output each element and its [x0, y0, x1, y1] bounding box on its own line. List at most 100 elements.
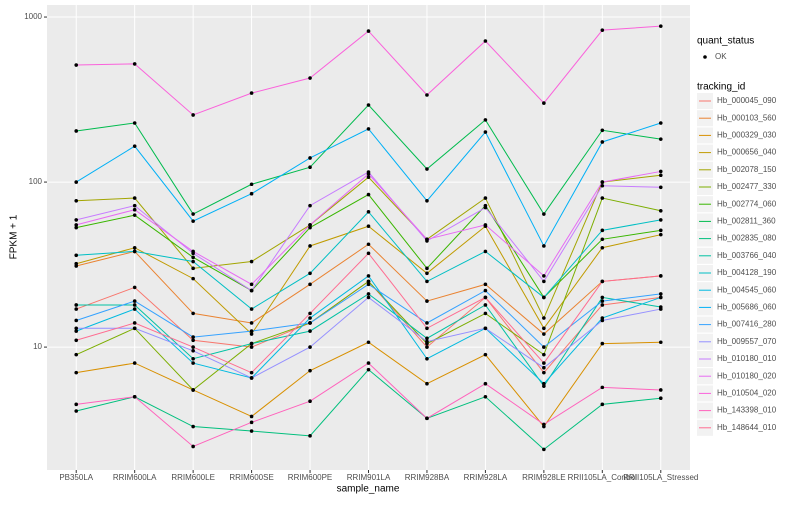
- legend-label: Hb_004545_060: [717, 285, 777, 294]
- point: [308, 321, 312, 325]
- point: [74, 318, 79, 323]
- point: [308, 282, 312, 287]
- point: [542, 101, 546, 105]
- point: [600, 237, 605, 242]
- point: [249, 376, 254, 380]
- point: [658, 340, 663, 345]
- point: [366, 103, 371, 107]
- point: [366, 295, 371, 300]
- point: [658, 208, 663, 213]
- point: [425, 345, 429, 349]
- legend-label: Hb_000329_030: [717, 131, 777, 140]
- point: [74, 225, 79, 230]
- point: [600, 303, 605, 307]
- point: [425, 237, 429, 242]
- x-tick-label: RRIM928LE: [522, 473, 566, 482]
- point: [483, 282, 488, 287]
- point: [658, 173, 663, 178]
- point: [74, 261, 79, 266]
- point: [249, 182, 254, 187]
- point: [600, 402, 605, 407]
- point: [366, 361, 371, 365]
- point: [600, 28, 605, 32]
- point: [249, 332, 254, 336]
- legend-label: Hb_010180_010: [717, 354, 777, 363]
- x-tick-label: RRIM928LA: [464, 473, 508, 482]
- point: [249, 329, 254, 333]
- x-tick-label: RRIM600LA: [113, 473, 157, 482]
- point: [600, 341, 605, 346]
- point: [658, 218, 663, 222]
- legend-label: Hb_004128_190: [717, 268, 777, 277]
- point: [132, 361, 137, 365]
- point: [132, 303, 137, 307]
- point: [600, 318, 605, 323]
- point: [132, 326, 137, 331]
- point: [132, 307, 137, 311]
- point: [191, 348, 195, 353]
- point: [483, 249, 488, 254]
- point: [542, 295, 546, 300]
- point: [74, 253, 79, 258]
- point: [249, 414, 254, 419]
- point: [483, 295, 488, 300]
- point: [483, 196, 488, 200]
- point: [132, 394, 137, 399]
- y-tick-label: 1000: [24, 12, 42, 21]
- point: [249, 345, 254, 349]
- point: [308, 165, 312, 170]
- point: [425, 199, 429, 203]
- x-tick-label: RRII105LA_Control: [568, 473, 638, 482]
- point: [249, 370, 254, 375]
- point: [132, 213, 137, 217]
- legend-label: Hb_002835_080: [717, 234, 777, 243]
- y-axis-title: FPKM + 1: [9, 214, 20, 259]
- point: [483, 303, 488, 307]
- point: [132, 249, 137, 254]
- legend-label: Hb_009557_070: [717, 337, 777, 346]
- point: [74, 370, 79, 375]
- point: [132, 196, 137, 200]
- point: [658, 228, 663, 233]
- point: [600, 128, 605, 133]
- point: [191, 311, 195, 316]
- point: [483, 326, 488, 331]
- point: [658, 232, 663, 237]
- point: [191, 276, 195, 281]
- legend-title: quant_status: [697, 36, 754, 47]
- legend-label: Hb_005686_060: [717, 303, 777, 312]
- point: [74, 338, 79, 343]
- point: [600, 385, 605, 390]
- point: [132, 121, 137, 125]
- point: [249, 341, 254, 346]
- point: [366, 340, 371, 345]
- x-tick-label: RRII105LA_Stressed: [623, 473, 698, 482]
- point: [308, 311, 312, 316]
- point: [425, 167, 429, 171]
- point: [483, 394, 488, 399]
- legend-title: tracking_id: [697, 82, 745, 93]
- legend-label: Hb_010504_020: [717, 389, 777, 398]
- point: [425, 271, 429, 276]
- y-tick-label: 100: [29, 177, 43, 186]
- point: [600, 140, 605, 144]
- point: [132, 245, 137, 250]
- legend-label: Hb_003766_040: [717, 251, 777, 260]
- point: [483, 39, 488, 43]
- point: [249, 321, 254, 325]
- point: [542, 244, 546, 248]
- point: [191, 249, 195, 254]
- point: [308, 223, 312, 227]
- point: [74, 129, 79, 133]
- point: [658, 292, 663, 296]
- point: [249, 259, 254, 264]
- point: [658, 388, 663, 392]
- point: [366, 172, 371, 176]
- legend-label: Hb_143398_010: [717, 406, 777, 415]
- point: [483, 381, 488, 386]
- point: [366, 279, 371, 284]
- x-tick-label: RRIM600SE: [229, 473, 273, 482]
- point: [542, 274, 546, 278]
- point: [74, 199, 79, 203]
- point: [425, 326, 429, 331]
